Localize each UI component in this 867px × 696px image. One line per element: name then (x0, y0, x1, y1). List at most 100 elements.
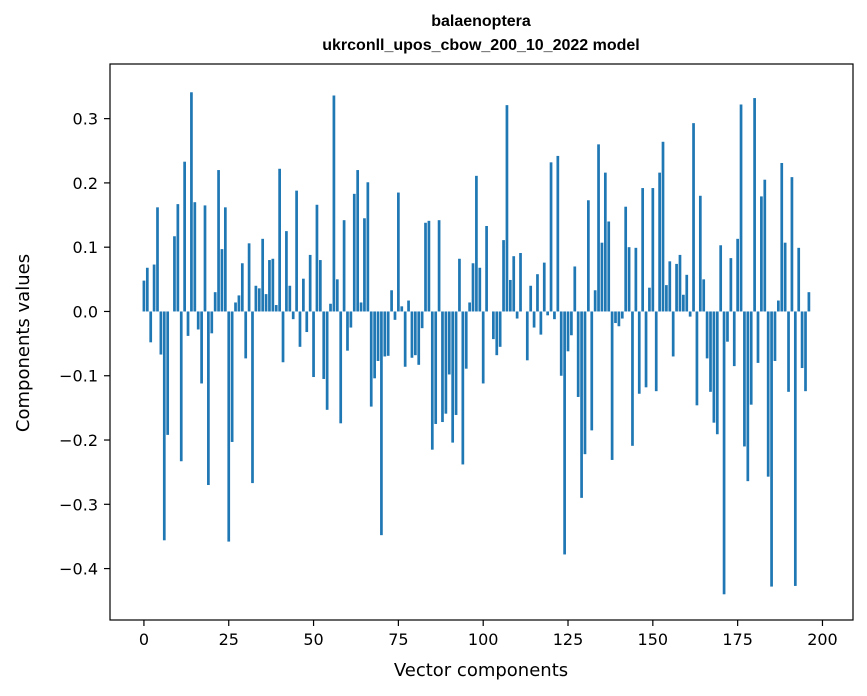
bar-191 (790, 177, 794, 312)
bar-58 (339, 311, 343, 424)
bar-140 (617, 311, 621, 327)
bar-89 (444, 311, 448, 414)
bar-41 (281, 311, 285, 363)
bar-120 (549, 162, 553, 312)
bar-184 (766, 311, 770, 477)
bar-104 (495, 311, 499, 356)
bar-20 (210, 311, 214, 334)
bar-88 (441, 311, 444, 423)
bar-134 (597, 144, 600, 312)
bar-110 (515, 311, 519, 319)
bar-103 (492, 311, 495, 340)
bar-14 (190, 92, 193, 312)
bar-118 (542, 262, 546, 312)
bar-93 (458, 258, 461, 312)
bar-97 (471, 263, 475, 312)
chart-title: balaenoptera (431, 13, 531, 30)
bar-39 (274, 305, 278, 312)
bar-74 (393, 311, 397, 320)
bar-128 (576, 311, 580, 397)
bar-165 (702, 279, 706, 312)
bar-105 (498, 311, 502, 347)
bar-139 (614, 311, 617, 324)
bar-80 (413, 311, 417, 356)
y-tick-label: −0.1 (59, 367, 98, 386)
bar-157 (675, 263, 678, 312)
bar-138 (610, 311, 614, 460)
bar-156 (671, 311, 675, 357)
bar-26 (230, 311, 234, 442)
plot-frame (109, 63, 854, 621)
bar-85 (430, 311, 434, 450)
y-axis-label: Components values (13, 254, 34, 432)
bar-176 (739, 104, 743, 312)
bar-72 (386, 311, 390, 356)
bar-2 (149, 311, 153, 343)
bar-179 (749, 311, 753, 405)
bar-78 (407, 300, 410, 312)
x-tick-label: 75 (388, 630, 408, 649)
bar-116 (536, 274, 539, 312)
bar-59 (342, 220, 346, 312)
bar-133 (593, 290, 597, 312)
bar-55 (329, 303, 332, 312)
bar-50 (312, 311, 315, 378)
bar-158 (678, 254, 682, 312)
bar-143 (627, 247, 631, 312)
bar-86 (434, 311, 438, 424)
x-axis-ticks: 0 25 50 75 100 125 150 175 200 (139, 620, 838, 649)
bars-group (142, 92, 811, 595)
bar-192 (793, 311, 797, 586)
bar-122 (556, 155, 560, 312)
bar-16 (196, 311, 200, 330)
x-tick-label: 50 (303, 630, 323, 649)
bar-70 (380, 311, 383, 536)
bar-57 (335, 279, 339, 312)
bar-127 (573, 266, 577, 312)
bar-187 (777, 300, 780, 312)
bar-11 (179, 311, 183, 462)
bar-60 (346, 311, 349, 351)
bar-71 (383, 311, 387, 357)
bar-115 (532, 311, 536, 328)
bar-107 (505, 105, 509, 312)
bar-76 (400, 306, 404, 312)
bar-114 (529, 285, 533, 312)
bar-142 (624, 206, 628, 312)
bar-166 (705, 311, 709, 359)
bar-151 (654, 311, 658, 392)
bar-136 (603, 172, 607, 312)
bar-51 (315, 204, 319, 312)
bar-77 (403, 311, 407, 367)
bar-177 (743, 311, 746, 447)
x-tick-label: 25 (219, 630, 239, 649)
bar-189 (783, 242, 787, 312)
bar-100 (481, 311, 485, 384)
bar-175 (736, 238, 739, 312)
bar-117 (539, 311, 543, 335)
bar-1 (145, 267, 149, 312)
bar-56 (332, 95, 336, 312)
bar-195 (804, 311, 807, 392)
bar-130 (583, 311, 587, 455)
bar-153 (661, 141, 665, 312)
bar-125 (566, 311, 570, 352)
bar-148 (644, 311, 648, 388)
bar-167 (709, 311, 712, 392)
bar-29 (240, 263, 244, 312)
bar-62 (352, 193, 356, 312)
bar-7 (166, 311, 170, 435)
bar-152 (658, 172, 661, 312)
bar-170 (719, 245, 723, 312)
x-tick-label: 150 (638, 630, 669, 649)
bar-15 (193, 202, 197, 312)
x-tick-label: 100 (468, 630, 499, 649)
bar-169 (715, 311, 719, 435)
bar-79 (410, 311, 414, 358)
bar-164 (698, 195, 702, 312)
bar-172 (726, 311, 729, 342)
bar-25 (227, 311, 231, 542)
bar-131 (587, 200, 590, 312)
bar-67 (369, 311, 373, 407)
